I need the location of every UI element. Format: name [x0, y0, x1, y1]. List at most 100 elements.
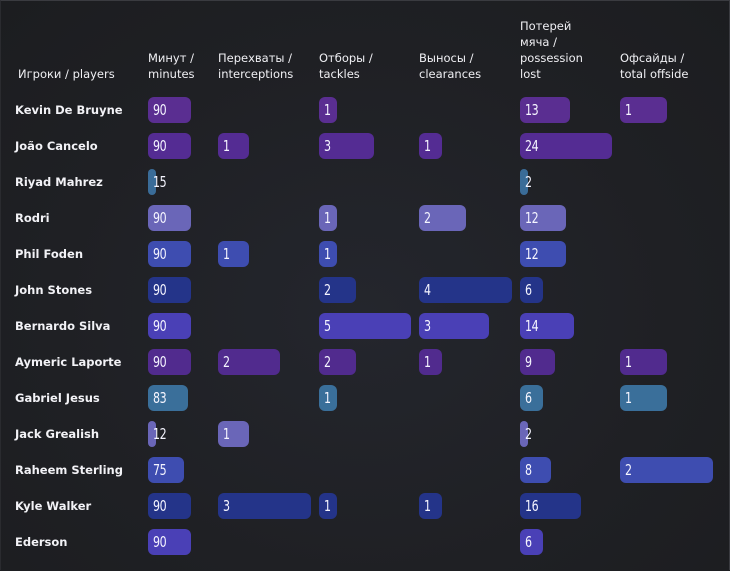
- bar-value-minutes: 90: [153, 209, 167, 227]
- header-possession_lost: Потерей мяча / possession lost: [520, 18, 583, 82]
- bar-value-possession_lost: 12: [525, 245, 539, 263]
- header-tackles-line: Отборы /: [319, 51, 373, 65]
- bar-value-possession_lost: 13: [525, 101, 539, 119]
- bar-value-clearances: 4: [424, 281, 431, 299]
- player-name: Ederson: [15, 535, 68, 549]
- bar-offside: [620, 457, 713, 483]
- bar-offside: [620, 385, 667, 411]
- player-name: Rodri: [15, 211, 50, 225]
- header-minutes-line: Минут /: [148, 51, 194, 65]
- bar-value-interceptions: 1: [223, 425, 230, 443]
- bar-value-possession_lost: 12: [525, 209, 539, 227]
- bar-value-tackles: 1: [324, 389, 331, 407]
- bar-value-possession_lost: 6: [525, 281, 532, 299]
- bar-minutes: [148, 241, 191, 267]
- bar-interceptions: [218, 493, 311, 519]
- bar-value-minutes: 90: [153, 245, 167, 263]
- header-offside-line: total offside: [620, 67, 689, 81]
- bar-value-clearances: 2: [424, 209, 431, 227]
- bar-value-minutes: 90: [153, 101, 167, 119]
- bar-value-offside: 2: [625, 461, 632, 479]
- header-tackles: Отборы / tackles: [319, 50, 373, 82]
- bar-possession_lost: [520, 241, 566, 267]
- bar-possession_lost: [520, 529, 543, 555]
- bar-clearances: [419, 493, 442, 519]
- bar-value-clearances: 3: [424, 317, 431, 335]
- player-name: Kevin De Bruyne: [15, 103, 123, 117]
- bar-clearances: [419, 277, 512, 303]
- bar-value-tackles: 2: [324, 353, 331, 371]
- bar-tackles: [319, 313, 411, 339]
- bar-minutes: [148, 97, 191, 123]
- bar-value-clearances: 1: [424, 137, 431, 155]
- header-possession_lost-line: мяча /: [520, 35, 557, 49]
- bar-tackles: [319, 277, 356, 303]
- bar-minutes: [148, 277, 191, 303]
- bar-value-possession_lost: 6: [525, 533, 532, 551]
- header-clearances-line: clearances: [419, 67, 482, 81]
- header-minutes-line: minutes: [148, 67, 195, 81]
- bar-value-tackles: 5: [324, 317, 331, 335]
- bar-value-offside: 1: [625, 389, 632, 407]
- bar-value-tackles: 1: [324, 209, 331, 227]
- player-name: John Stones: [15, 283, 93, 297]
- player-name: Phil Foden: [15, 247, 84, 261]
- bar-value-clearances: 1: [424, 353, 431, 371]
- bar-value-possession_lost: 8: [525, 461, 532, 479]
- header-offside-line: Офсайды /: [620, 51, 685, 65]
- bar-possession_lost: [520, 205, 566, 231]
- bar-possession_lost: [520, 169, 528, 195]
- bar-clearances: [419, 133, 442, 159]
- bar-clearances: [419, 205, 466, 231]
- bar-minutes: [148, 169, 156, 195]
- player-name: Kyle Walker: [15, 499, 92, 513]
- bar-value-offside: 1: [625, 101, 632, 119]
- bar-value-minutes: 90: [153, 137, 167, 155]
- bar-possession_lost: [520, 277, 543, 303]
- player-name: Jack Grealish: [15, 427, 100, 441]
- bar-interceptions: [218, 421, 249, 447]
- bar-possession_lost: [520, 313, 574, 339]
- header-possession_lost-line: lost: [520, 67, 541, 81]
- header-players: Игроки / players: [18, 66, 115, 82]
- header-possession_lost-line: possession: [520, 51, 583, 65]
- bar-value-interceptions: 1: [223, 245, 230, 263]
- bar-value-minutes: 15: [153, 173, 167, 191]
- bar-value-possession_lost: 16: [525, 497, 539, 515]
- bar-interceptions: [218, 241, 249, 267]
- header-players-label: Игроки / players: [18, 67, 115, 81]
- bar-minutes: [148, 457, 184, 483]
- bar-value-minutes: 75: [153, 461, 167, 479]
- bar-interceptions: [218, 133, 249, 159]
- bar-value-minutes: 90: [153, 497, 167, 515]
- bar-minutes: [148, 493, 191, 519]
- bar-value-tackles: 1: [324, 245, 331, 263]
- bar-minutes: [148, 385, 188, 411]
- bar-value-clearances: 1: [424, 497, 431, 515]
- bar-possession_lost: [520, 97, 570, 123]
- header-minutes: Минут / minutes: [148, 50, 195, 82]
- bar-value-offside: 1: [625, 353, 632, 371]
- bar-tackles: [319, 385, 337, 411]
- bar-value-possession_lost: 2: [525, 173, 532, 191]
- bar-minutes: [148, 313, 191, 339]
- header-clearances: Выносы / clearances: [419, 50, 481, 82]
- bar-value-tackles: 2: [324, 281, 331, 299]
- header-possession_lost-line: Потерей: [520, 19, 572, 33]
- bar-clearances: [419, 349, 442, 375]
- header-interceptions: Перехваты / interceptions: [218, 50, 293, 82]
- bar-value-minutes: 90: [153, 317, 167, 335]
- bar-possession_lost: [520, 457, 551, 483]
- bar-possession_lost: [520, 349, 555, 375]
- bar-minutes: [148, 529, 191, 555]
- bar-offside: [620, 97, 667, 123]
- bar-value-minutes: 83: [153, 389, 167, 407]
- bar-tackles: [319, 97, 337, 123]
- bar-value-possession_lost: 9: [525, 353, 532, 371]
- header-tackles-line: tackles: [319, 67, 360, 81]
- header-offside: Офсайды / total offside: [620, 50, 688, 82]
- bar-tackles: [319, 349, 356, 375]
- bar-value-minutes: 90: [153, 353, 167, 371]
- header-clearances-line: Выносы /: [419, 51, 474, 65]
